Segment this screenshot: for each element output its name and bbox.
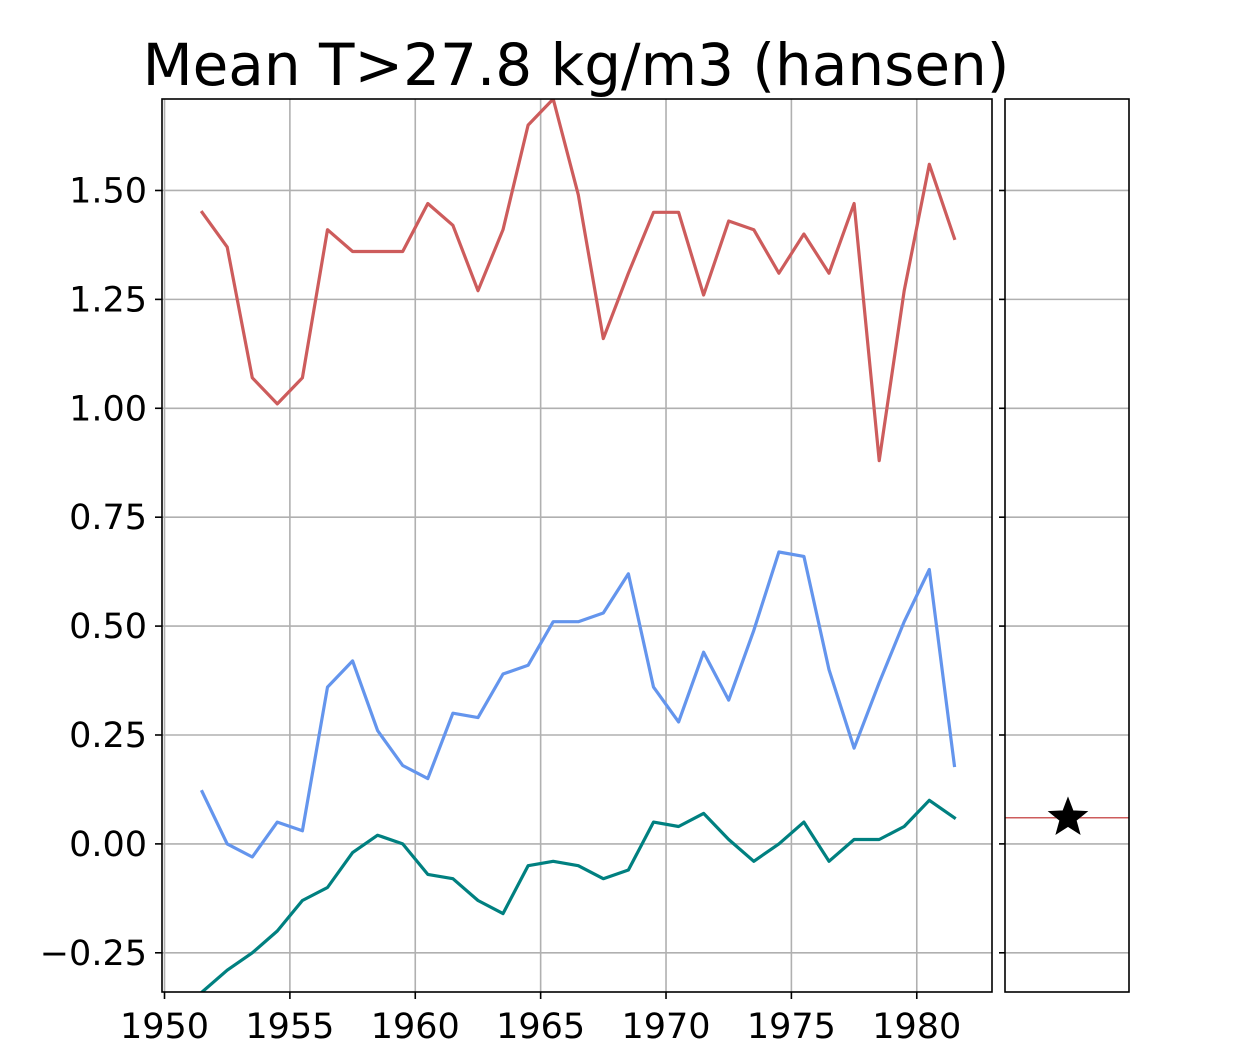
x-tick-label: 1970 (621, 1007, 710, 1040)
x-tick-label: 1955 (245, 1007, 334, 1040)
star-marker (1047, 796, 1089, 836)
x-tick-label: 1950 (120, 1007, 209, 1040)
tick-labels: 1950 1955 1960 1965 1970 1975 1980 −0.25 0.00 0.2… (40, 171, 962, 1040)
series-line-3 (199, 798, 957, 992)
series-line-2 (199, 550, 957, 859)
main-plot-grid (162, 99, 992, 992)
side-panel-frame (1004, 98, 1130, 993)
y-tick-label: 1.25 (69, 280, 147, 320)
series-layer (199, 99, 957, 992)
x-tick-label: 1960 (371, 1007, 460, 1040)
y-tick-label: 0.25 (69, 716, 147, 756)
y-tick-label: 1.50 (69, 171, 147, 211)
y-tick-label: −0.25 (40, 934, 147, 974)
y-tick-label: 0.50 (69, 607, 147, 647)
chart-title: Mean T>27.8 kg/m3 (hansen) (143, 31, 1010, 99)
x-tick-label: 1965 (496, 1007, 585, 1040)
series-line-1 (199, 99, 957, 463)
main-plot-frame (161, 98, 993, 993)
side-panel-marks (1005, 796, 1129, 836)
y-tick-label: 0.75 (69, 498, 147, 538)
axis-ticks (155, 189, 1005, 999)
side-panel-grid (1005, 189, 1129, 954)
y-tick-label: 1.00 (69, 389, 147, 429)
x-tick-label: 1980 (872, 1007, 961, 1040)
y-tick-label: 0.00 (69, 825, 147, 865)
x-tick-label: 1975 (747, 1007, 836, 1040)
